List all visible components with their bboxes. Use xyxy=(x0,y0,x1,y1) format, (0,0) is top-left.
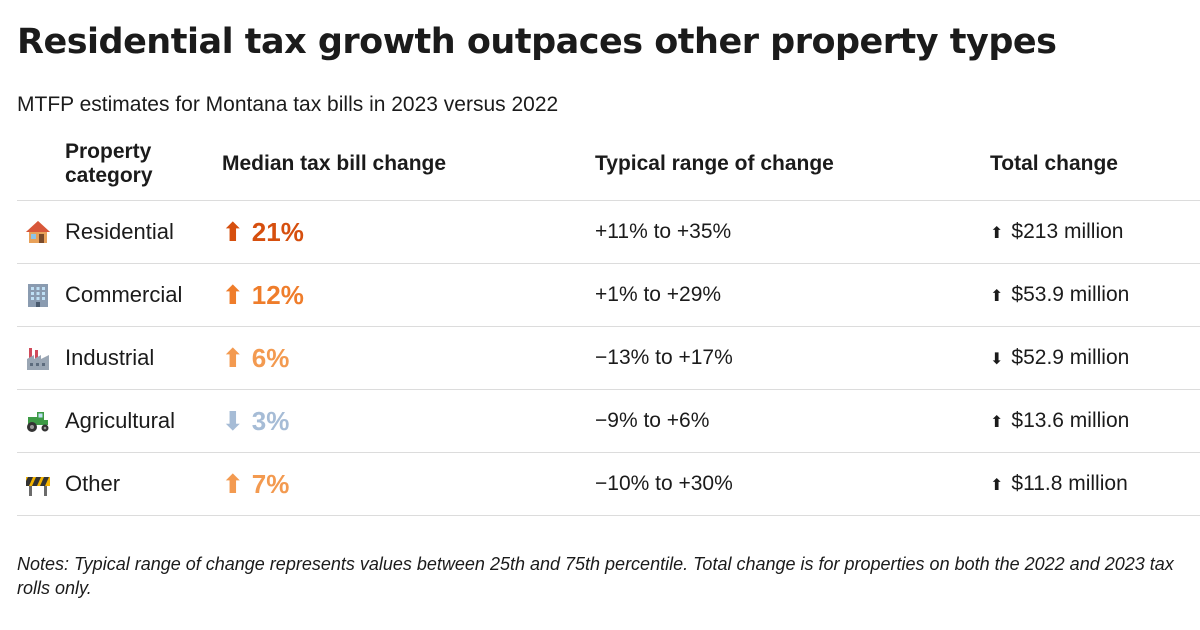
up-arrow-icon: ⬆ xyxy=(222,343,244,373)
construction-barrier-icon xyxy=(25,453,55,515)
up-arrow-icon: ⬆ xyxy=(990,288,1004,305)
category-label: Other xyxy=(65,471,121,496)
category-label: Residential xyxy=(65,219,174,244)
total-change-value: $13.6 million xyxy=(1011,409,1130,432)
total-change: ⬇ $52.9 million xyxy=(990,327,1129,391)
total-change: ⬆ $13.6 million xyxy=(990,390,1129,454)
chart-title: Residential tax growth outpaces other pr… xyxy=(17,22,1057,62)
category-label: Commercial xyxy=(65,282,183,307)
tractor-icon xyxy=(25,390,55,452)
table-row: Industrial ⬆ 6% −13% to +17% ⬇ $52.9 milli… xyxy=(17,327,1200,390)
column-header-total: Total change xyxy=(990,152,1118,175)
category-label: Industrial xyxy=(65,345,155,370)
data-table: Property category Median tax bill change… xyxy=(17,136,1200,516)
factory-icon xyxy=(25,327,55,389)
column-header-median: Median tax bill change xyxy=(222,152,447,175)
total-change-value: $11.8 million xyxy=(1011,472,1128,495)
median-change-value: 21% xyxy=(251,217,304,247)
table-row: Other ⬆ 7% −10% to +30% ⬆ $11.8 million xyxy=(17,453,1200,516)
median-change-value: 12% xyxy=(251,280,304,310)
house-icon xyxy=(25,201,55,263)
median-change: ⬇ 3% xyxy=(222,390,289,452)
down-arrow-icon: ⬇ xyxy=(222,406,244,436)
table-row: Residential ⬆ 21% +11% to +35% ⬆ $213 mill… xyxy=(17,201,1200,264)
median-change-value: 7% xyxy=(251,469,290,499)
typical-range: −13% to +17% xyxy=(595,346,733,369)
total-change: ⬆ $11.8 million xyxy=(990,453,1128,517)
table-row: Commercial ⬆ 12% +1% to +29% ⬆ $53.9 milli… xyxy=(17,264,1200,327)
category-label: Agricultural xyxy=(65,408,176,433)
total-change: ⬆ $53.9 million xyxy=(990,264,1129,328)
up-arrow-icon: ⬆ xyxy=(222,217,244,247)
total-change-value: $53.9 million xyxy=(1011,283,1130,306)
median-change: ⬆ 12% xyxy=(222,264,304,326)
down-arrow-icon: ⬇ xyxy=(990,351,1004,368)
up-arrow-icon: ⬆ xyxy=(990,477,1004,494)
footnote: Notes: Typical range of change represent… xyxy=(17,554,1174,598)
median-change: ⬆ 6% xyxy=(222,327,289,389)
total-change-value: $213 million xyxy=(1011,220,1124,243)
up-arrow-icon: ⬆ xyxy=(990,225,1004,242)
chart-subtitle: MTFP estimates for Montana tax bills in … xyxy=(17,93,559,116)
up-arrow-icon: ⬆ xyxy=(990,414,1004,431)
typical-range: −10% to +30% xyxy=(595,472,733,495)
up-arrow-icon: ⬆ xyxy=(222,280,244,310)
table-header: Property category Median tax bill change… xyxy=(17,136,1200,201)
office-building-icon xyxy=(25,264,55,326)
up-arrow-icon: ⬆ xyxy=(222,469,244,499)
total-change: ⬆ $213 million xyxy=(990,201,1123,265)
median-change-value: 6% xyxy=(251,343,290,373)
column-header-category: Property category xyxy=(65,140,153,187)
column-header-range: Typical range of change xyxy=(595,152,834,175)
median-change: ⬆ 21% xyxy=(222,201,304,263)
typical-range: +11% to +35% xyxy=(595,220,732,243)
table-row: Agricultural ⬇ 3% −9% to +6% ⬆ $13.6 milli… xyxy=(17,390,1200,453)
median-change-value: 3% xyxy=(251,406,290,436)
typical-range: −9% to +6% xyxy=(595,409,710,432)
typical-range: +1% to +29% xyxy=(595,283,722,306)
total-change-value: $52.9 million xyxy=(1011,346,1130,369)
median-change: ⬆ 7% xyxy=(222,453,289,515)
